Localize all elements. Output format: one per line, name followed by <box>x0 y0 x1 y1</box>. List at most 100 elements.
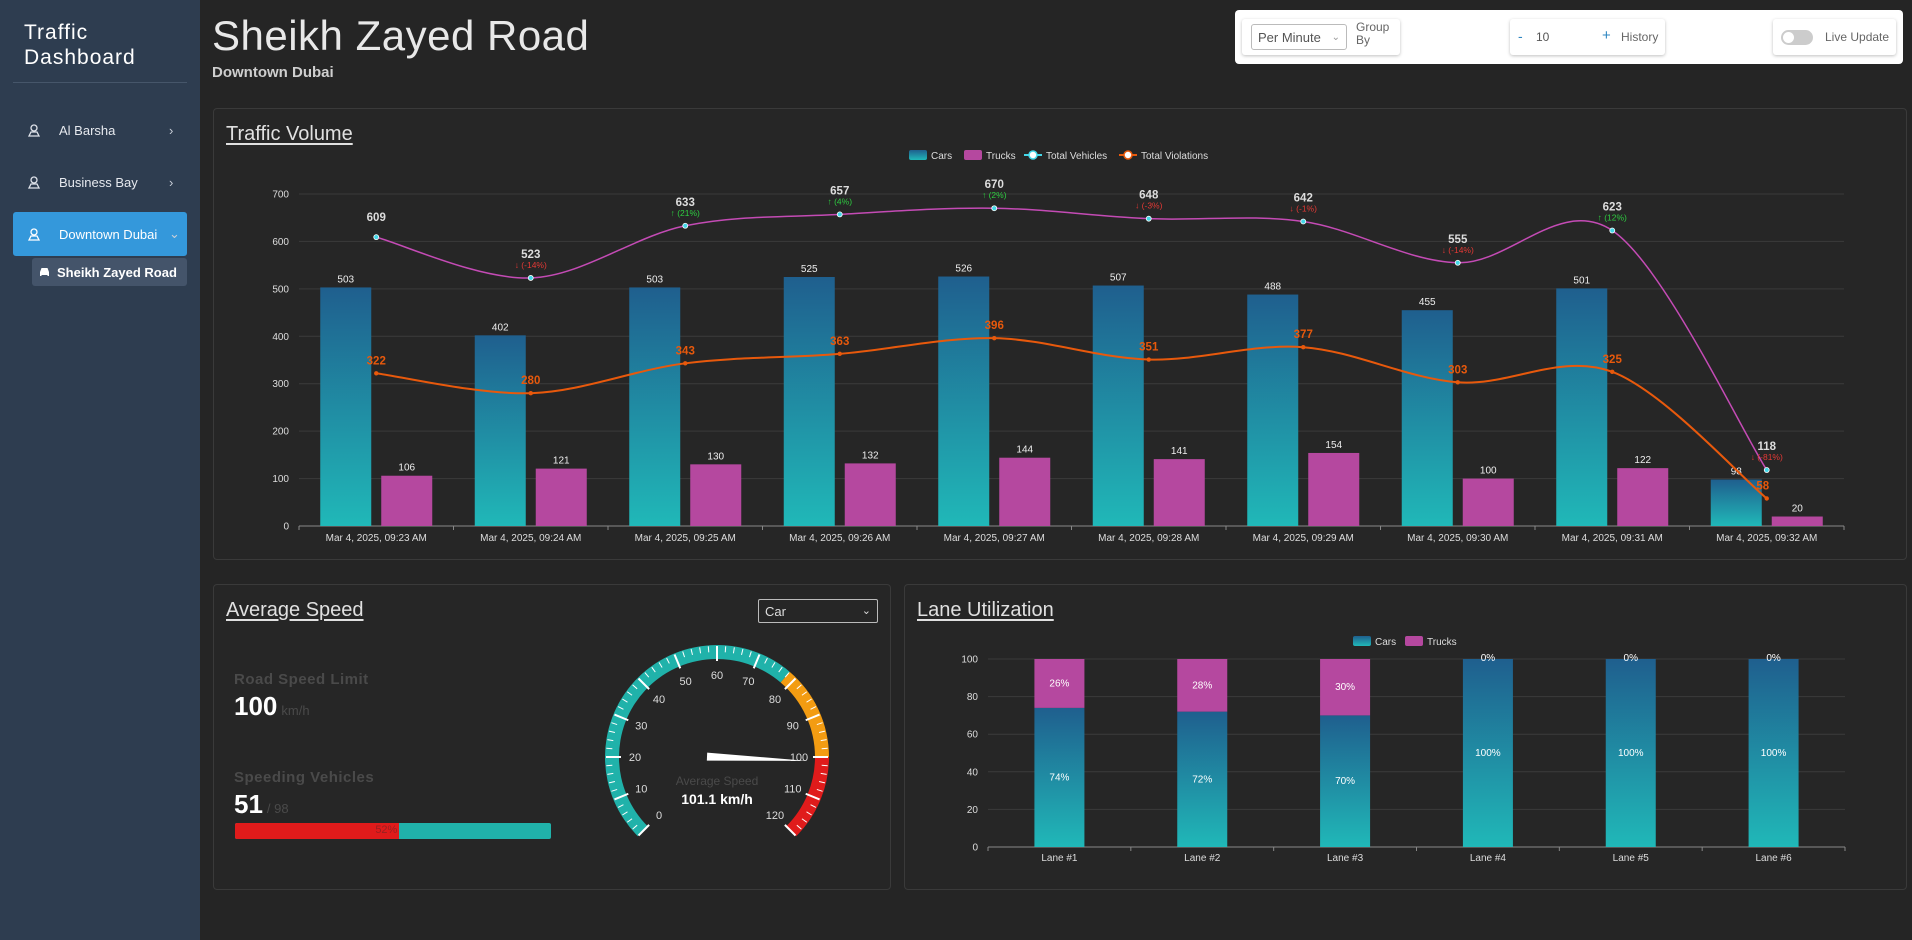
gauge-tick-label: 100 <box>790 752 808 764</box>
legend-swatch-cars <box>909 150 927 160</box>
point-total-vehicles <box>373 234 380 241</box>
speeding-vehicles-value: 51/ 98 <box>234 789 289 820</box>
bar-trucks <box>690 464 742 526</box>
y-tick-label: 200 <box>272 427 289 438</box>
x-tick-label: Mar 4, 2025, 09:28 AM <box>1098 533 1199 544</box>
y-tick-label: 600 <box>272 237 289 248</box>
group-by-label: Group By <box>1356 20 1390 47</box>
total-vehicles-label: 648 <box>1139 190 1159 202</box>
total-vehicles-change-label: ↓ (-3%) <box>1135 201 1163 211</box>
sidebar-item-label: Business Bay <box>59 174 138 190</box>
sidebar-item-al-barsha[interactable]: Al Barsha › <box>13 108 187 152</box>
speeding-progress-text: 52% <box>375 824 398 836</box>
gauge-needle <box>706 752 807 761</box>
bar-trucks <box>1771 516 1823 526</box>
x-tick-label: Lane #3 <box>1327 853 1364 864</box>
bar-trucks <box>1153 459 1205 526</box>
traffic-volume-title: Traffic Volume <box>226 123 353 145</box>
series-line-total-violations <box>376 337 1768 500</box>
gauge-major-tick <box>805 792 820 801</box>
vehicle-type-value: Car <box>765 603 786 619</box>
car-icon <box>38 266 51 278</box>
x-tick-label: Mar 4, 2025, 09:25 AM <box>635 533 736 544</box>
gauge-minor-tick <box>806 698 812 703</box>
history-decrement-button[interactable]: - <box>1518 28 1523 44</box>
total-vehicles-change-label: ↑ (4%) <box>827 196 852 206</box>
bar-value-label: 525 <box>801 264 818 275</box>
bar-cars <box>1605 659 1656 847</box>
live-update-toggle[interactable] <box>1781 30 1813 45</box>
speed-limit-number: 100 <box>234 691 278 721</box>
legend-label: Cars <box>931 151 952 162</box>
history-input[interactable]: 10 <box>1536 30 1550 44</box>
total-violations-label: 396 <box>985 320 1004 332</box>
gauge-major-tick <box>784 677 797 690</box>
total-violations-label: 343 <box>676 345 695 357</box>
y-tick-label: 500 <box>272 284 289 295</box>
point-total-violations <box>1610 369 1615 375</box>
point-total-violations <box>1455 380 1460 385</box>
point-total-vehicles <box>1300 218 1307 225</box>
bar-value-label: 501 <box>1573 275 1590 286</box>
total-vehicles-label: 642 <box>1294 193 1313 205</box>
gauge-minor-tick <box>818 781 826 784</box>
average-speed-title: Average Speed <box>226 599 364 621</box>
bar-value-label: 144 <box>1016 445 1033 456</box>
gauge-minor-tick <box>632 684 638 690</box>
bar-value-label: 28% <box>1192 680 1212 691</box>
history-increment-button[interactable]: + <box>1602 27 1611 44</box>
gauge-major-tick <box>673 654 682 669</box>
sidebar-item-business-bay[interactable]: Business Bay › <box>13 160 187 204</box>
bar-value-label: 122 <box>1634 455 1651 466</box>
point-total-violations <box>992 335 997 341</box>
total-violations-label: 280 <box>521 375 540 387</box>
gauge-minor-tick <box>658 662 663 668</box>
bar-value-label: 74% <box>1049 772 1069 783</box>
gauge-major-tick <box>752 654 761 669</box>
gauge-major-tick <box>614 792 629 801</box>
lane-utilization-title: Lane Utilization <box>917 599 1054 621</box>
gauge-minor-tick <box>690 648 693 656</box>
y-tick-label: 40 <box>967 767 979 778</box>
gauge-minor-tick <box>622 811 628 816</box>
bar-trucks <box>381 475 433 526</box>
total-violations-label: 351 <box>1139 342 1159 354</box>
bar-cars <box>1092 285 1144 526</box>
bar-cars <box>320 287 372 526</box>
legend-label: Total Violations <box>1141 151 1208 162</box>
legend-marker <box>1028 150 1038 160</box>
gauge-minor-tick <box>796 684 802 690</box>
gauge-minor-tick <box>644 672 650 678</box>
point-total-vehicles <box>682 222 689 229</box>
lane-utilization-chart: Cars Trucks 0 20 40 60 80 100 74% 26% Lane #1 72% 28… <box>961 636 1846 864</box>
toggle-knob <box>1783 32 1794 43</box>
gauge-minor-tick <box>778 666 783 673</box>
point-total-vehicles <box>527 275 534 281</box>
app-brand: Traffic Dashboard <box>24 21 136 69</box>
gauge-tick-label: 30 <box>635 721 647 733</box>
gauge-minor-tick <box>741 648 744 656</box>
sidebar-subitem-label: Sheikh Zayed Road <box>57 264 177 280</box>
bar-cars <box>1247 294 1299 526</box>
legend-marker <box>1123 150 1133 160</box>
sidebar-subitem-sheikh-zayed-road[interactable]: Sheikh Zayed Road <box>32 258 187 286</box>
bar-value-label: 100% <box>1761 748 1787 759</box>
sidebar-item-downtown-dubai[interactable]: Downtown Dubai ⌄ <box>13 212 187 256</box>
total-violations-label: 363 <box>830 336 849 348</box>
group-by-select[interactable]: Per Minute ⌄ <box>1251 24 1347 50</box>
page-subtitle: Downtown Dubai <box>212 64 334 81</box>
bar-cars <box>474 335 526 526</box>
gauge-minor-tick <box>748 651 752 658</box>
group-by-value: Per Minute <box>1258 29 1321 45</box>
traffic-volume-chart: Cars Trucks Total Vehicles Total Violations… <box>272 150 1845 544</box>
sidebar-item-label: Al Barsha <box>59 122 116 138</box>
bar-value-label: 106 <box>398 463 415 474</box>
vehicle-type-select[interactable]: Car ⌄ <box>758 599 878 623</box>
gauge-minor-tick <box>820 772 827 775</box>
total-vehicles-label: 555 <box>1448 234 1468 246</box>
x-tick-label: Lane #6 <box>1756 853 1793 864</box>
y-tick-label: 20 <box>967 805 979 816</box>
bar-cars <box>783 277 835 526</box>
total-vehicles-label: 623 <box>1603 202 1622 214</box>
gauge-minor-tick <box>796 824 802 830</box>
